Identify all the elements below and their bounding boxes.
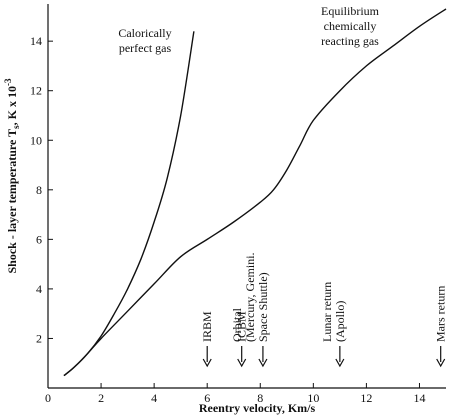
marker-arrow-head — [202, 358, 212, 368]
y-axis-title: Shock - layer temperature Ts, K x 10-3 — [3, 78, 21, 274]
y-tick-label: 6 — [36, 232, 42, 246]
series-line-1 — [63, 31, 195, 377]
marker-label: Mars return — [434, 286, 448, 342]
y-tick-label: 4 — [36, 282, 42, 296]
marker-label: Space Shuttle) — [256, 272, 270, 342]
series-label-1: Calorically perfect gas — [118, 26, 171, 55]
curves — [63, 8, 447, 377]
x-tick-label: 6 — [204, 391, 210, 405]
y-axis-title-part: -3 — [3, 78, 13, 86]
marker-label: Lunar return — [320, 282, 334, 342]
series-line-2 — [63, 8, 447, 377]
x-tick-label: 4 — [151, 391, 157, 405]
curve-labels: Calorically perfect gas Equilibrium chemica… — [118, 4, 379, 55]
series-label-line: reacting gas — [321, 34, 379, 48]
x-tick-label: 12 — [360, 391, 372, 405]
x-axis-title: Reentry velocity, Km/s — [199, 401, 316, 415]
marker-arrow-head — [436, 358, 446, 368]
series-label-line: Equilibrium — [321, 4, 380, 18]
y-axis-title-part: Shock - layer temperature T — [5, 129, 19, 274]
x-tick-label: 0 — [45, 391, 51, 405]
y-tick-label: 12 — [30, 84, 42, 98]
axis-titles: Reentry velocity, Km/s Shock - layer temp… — [3, 78, 315, 415]
y-tick-label: 2 — [36, 331, 42, 345]
marker-arrow-head — [258, 358, 268, 368]
marker-arrow-head — [335, 358, 345, 368]
y-tick-label: 10 — [30, 133, 42, 147]
series-label-line: perfect gas — [119, 41, 172, 55]
y-axis-title-part: , K x 10 — [5, 86, 19, 125]
x-tick-label: 2 — [98, 391, 104, 405]
marker-label: Orbital — [230, 307, 244, 342]
series-label-2: Equilibrium chemically reacting gas — [321, 4, 380, 48]
marker-label: (Mercury, Gemini. — [243, 252, 257, 342]
marker-label: (Apollo) — [333, 301, 347, 342]
marker-label: ICBM — [235, 311, 249, 342]
marker-arrow-head — [237, 358, 247, 368]
x-tick-label: 14 — [413, 391, 425, 405]
series-label-line: chemically — [324, 19, 377, 33]
x-tick-label: 8 — [257, 391, 263, 405]
axes: 0 2 4 6 8 10 12 14 2 4 6 8 10 12 14 — [30, 4, 446, 405]
x-tick-label: 10 — [307, 391, 319, 405]
y-tick-label: 8 — [36, 183, 42, 197]
series-label-line: Calorically — [118, 26, 171, 40]
y-tick-label: 14 — [30, 34, 42, 48]
marker-label: IRBM — [200, 311, 214, 342]
y-axis-title-part: s — [11, 125, 21, 129]
